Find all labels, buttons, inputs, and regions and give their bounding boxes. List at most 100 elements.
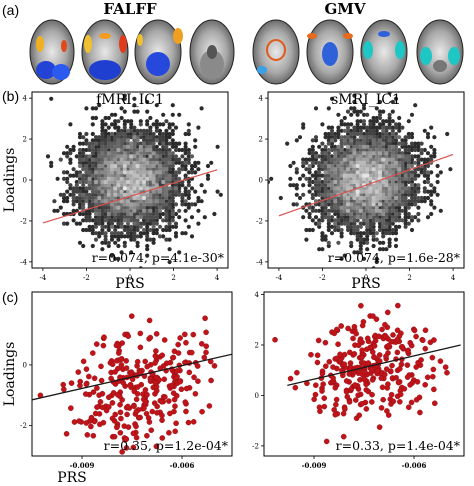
- hexbin-point: [329, 170, 335, 175]
- hexbin-point: [413, 144, 418, 149]
- hexbin-point: [161, 138, 166, 143]
- hexbin-point: [419, 167, 424, 172]
- hexbin-point: [397, 141, 402, 146]
- hexbin-point: [84, 186, 89, 191]
- scatter-point: [407, 382, 413, 388]
- hexbin-point: [138, 221, 143, 226]
- hexbin-point: [384, 147, 389, 153]
- hexbin-point: [145, 131, 150, 137]
- hexbin-point: [154, 227, 159, 233]
- scatter-point: [105, 404, 112, 410]
- scatter-point: [172, 403, 178, 410]
- hexbin-point: [323, 160, 328, 165]
- scatter-point: [376, 352, 383, 358]
- hexbin-point: [106, 195, 111, 201]
- hexbin-point: [393, 199, 399, 204]
- hexbin-point: [342, 186, 347, 191]
- hexbin-point: [148, 151, 153, 156]
- hexbin-point: [132, 221, 137, 226]
- hexbin-point: [93, 202, 99, 207]
- hexbin-point: [358, 176, 363, 181]
- hexbin-point: [135, 189, 140, 194]
- hexbin-point: [77, 170, 83, 175]
- hexbin-point: [90, 189, 95, 194]
- hexbin-point: [345, 224, 351, 229]
- hexbin-point: [135, 135, 140, 140]
- hexbin-point: [180, 167, 185, 172]
- scatter-point: [345, 325, 351, 332]
- hexbin-point: [413, 192, 418, 197]
- hexbin-point: [97, 183, 102, 188]
- hexbin-point: [81, 218, 86, 223]
- hexbin-point: [84, 176, 89, 181]
- hexbin-point: [189, 234, 195, 239]
- scatter-point: [208, 377, 214, 384]
- hexbin-point: [138, 183, 143, 188]
- hexbin-point: [365, 112, 370, 117]
- y-tick-label: 0: [259, 177, 263, 185]
- hexbin-point: [307, 227, 312, 233]
- hexbin-point: [390, 167, 395, 172]
- hexbin-point: [65, 189, 70, 194]
- hexbin-point: [129, 183, 134, 188]
- hexbin-point: [400, 160, 405, 165]
- hexbin-point: [377, 112, 383, 117]
- plot-frame: [31, 291, 233, 457]
- hexbin-point: [291, 183, 296, 188]
- hexbin-point: [170, 170, 175, 175]
- scatter-point: [399, 343, 406, 350]
- hexbin-point: [106, 157, 111, 162]
- hexbin-point: [180, 202, 185, 207]
- hexbin-point: [145, 218, 150, 223]
- hexbin-point: [352, 205, 357, 210]
- hexbin-point: [87, 208, 92, 213]
- scatter-point: [353, 330, 360, 337]
- hexbin-point: [161, 160, 166, 165]
- hexbin-point: [326, 157, 331, 162]
- hexbin-point: [336, 183, 341, 188]
- hexbin-point: [125, 192, 131, 197]
- hexbin-point: [342, 221, 347, 226]
- hexbin-point: [345, 211, 351, 217]
- hexbin-point: [138, 160, 143, 165]
- hexbin-point: [141, 208, 147, 213]
- scatter-point: [393, 374, 399, 381]
- hexbin-point: [103, 189, 108, 194]
- hexbin-point: [154, 163, 159, 169]
- hexbin-point: [390, 176, 395, 181]
- hexbin-point: [374, 176, 379, 181]
- scatter-point: [343, 378, 350, 384]
- hexbin-point: [371, 151, 376, 156]
- scatter-point: [378, 375, 385, 382]
- hexbin-point: [87, 157, 92, 162]
- scatter-point: [162, 394, 168, 400]
- hexbin-point: [406, 170, 411, 175]
- hexbin-point: [336, 221, 341, 226]
- hexbin-point: [301, 160, 306, 165]
- hexbin-point: [413, 173, 418, 178]
- hexbin-point: [403, 218, 408, 223]
- hexbin-point: [154, 138, 159, 143]
- hexbin-point: [113, 240, 118, 245]
- hexbin-point: [97, 231, 102, 236]
- hexbin-point: [345, 208, 351, 213]
- hexbin-point: [263, 231, 267, 235]
- hexbin-point: [138, 170, 143, 175]
- hexbin-point: [425, 135, 431, 140]
- hexbin-point: [148, 237, 153, 242]
- hexbin-point: [393, 183, 399, 188]
- hexbin-point: [145, 195, 150, 201]
- hexbin-point: [109, 189, 115, 194]
- scatter-point: [123, 436, 129, 442]
- hexbin-point: [333, 144, 338, 149]
- hexbin-point: [122, 151, 127, 156]
- hexbin-point: [349, 240, 354, 245]
- hexbin-point: [310, 205, 315, 210]
- hexbin-point: [141, 176, 147, 181]
- hexbin-point: [432, 151, 437, 156]
- scatter-point: [431, 337, 437, 343]
- hexbin-point: [119, 211, 124, 217]
- hexbin-point: [100, 128, 105, 133]
- hexbin-point: [403, 163, 408, 169]
- hexbin-point: [87, 144, 92, 149]
